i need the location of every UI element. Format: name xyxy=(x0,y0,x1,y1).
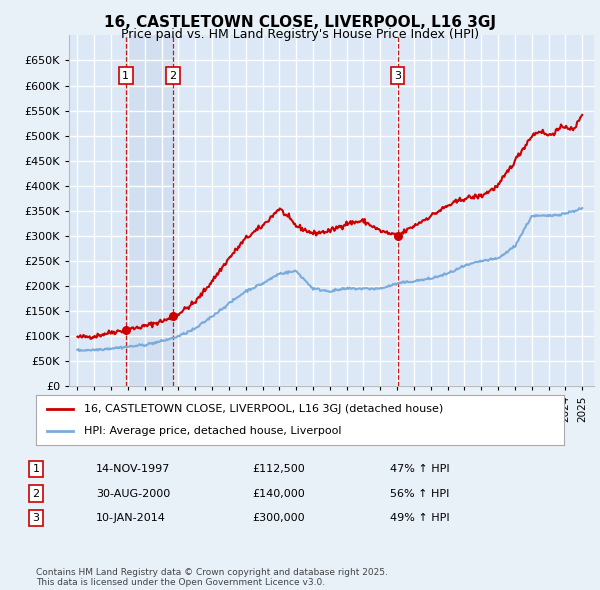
Text: £140,000: £140,000 xyxy=(252,489,305,499)
Point xyxy=(393,231,403,241)
Text: 47% ↑ HPI: 47% ↑ HPI xyxy=(390,464,449,474)
Text: 1: 1 xyxy=(32,464,40,474)
Text: 3: 3 xyxy=(394,71,401,80)
Text: Price paid vs. HM Land Registry's House Price Index (HPI): Price paid vs. HM Land Registry's House … xyxy=(121,28,479,41)
Text: 1: 1 xyxy=(122,71,129,80)
Text: £112,500: £112,500 xyxy=(252,464,305,474)
Bar xyxy=(126,35,173,386)
Text: 16, CASTLETOWN CLOSE, LIVERPOOL, L16 3GJ: 16, CASTLETOWN CLOSE, LIVERPOOL, L16 3GJ xyxy=(104,15,496,30)
Text: Contains HM Land Registry data © Crown copyright and database right 2025.
This d: Contains HM Land Registry data © Crown c… xyxy=(36,568,388,587)
Text: 30-AUG-2000: 30-AUG-2000 xyxy=(96,489,170,499)
Point xyxy=(121,325,131,335)
Text: 49% ↑ HPI: 49% ↑ HPI xyxy=(390,513,449,523)
Text: 2: 2 xyxy=(169,71,176,80)
Text: 16, CASTLETOWN CLOSE, LIVERPOOL, L16 3GJ (detached house): 16, CASTLETOWN CLOSE, LIVERPOOL, L16 3GJ… xyxy=(83,404,443,414)
Text: HPI: Average price, detached house, Liverpool: HPI: Average price, detached house, Live… xyxy=(83,427,341,437)
Text: 14-NOV-1997: 14-NOV-1997 xyxy=(96,464,170,474)
Point xyxy=(168,312,178,321)
Text: 2: 2 xyxy=(32,489,40,499)
Text: 56% ↑ HPI: 56% ↑ HPI xyxy=(390,489,449,499)
Text: 10-JAN-2014: 10-JAN-2014 xyxy=(96,513,166,523)
Text: 3: 3 xyxy=(32,513,40,523)
Text: £300,000: £300,000 xyxy=(252,513,305,523)
